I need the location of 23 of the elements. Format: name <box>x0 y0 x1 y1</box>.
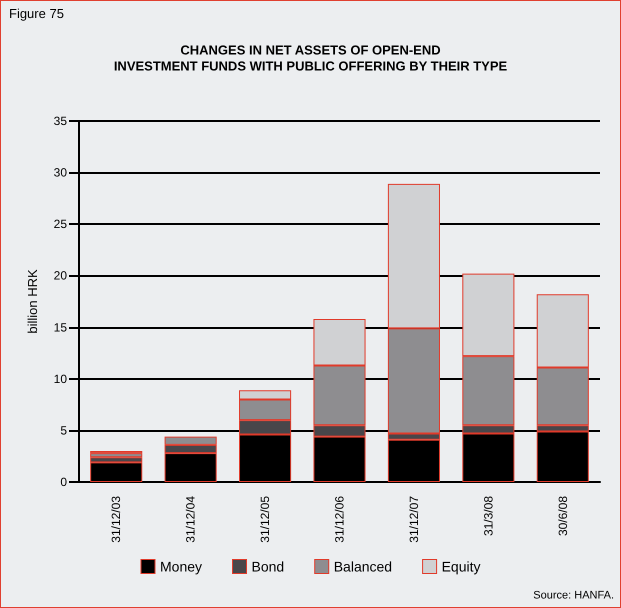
x-tick-label: 31/12/07 <box>406 496 421 543</box>
y-tick-label: 0 <box>60 475 68 489</box>
x-tick-label: 31/12/03 <box>109 496 124 543</box>
legend-label: Equity <box>442 558 481 574</box>
y-tick-label: 5 <box>60 423 68 438</box>
x-tick-label: 31/12/04 <box>184 496 198 543</box>
legend-label: Bond <box>252 558 284 574</box>
y-tick-label: 30 <box>54 166 68 180</box>
x-tick-label: 31/12/06 <box>332 496 346 543</box>
source-note: Source: HANFA. <box>533 590 614 602</box>
y-tick-label: 25 <box>54 217 68 232</box>
legend-label: Money <box>160 558 202 574</box>
y-tick-label: 20 <box>54 268 68 283</box>
x-tick-label: 31/12/05 <box>258 496 272 543</box>
y-tick-label: 10 <box>54 372 68 386</box>
x-tick-label: 31/3/08 <box>481 496 496 536</box>
y-tick-label: 35 <box>54 114 68 128</box>
y-tick-label: 15 <box>54 320 68 334</box>
chart-title: CHANGES IN NET ASSETS OF OPEN-END INVESTMENT FUNDS WITH PUBLIC OFFERING BY THEIR TYPE <box>114 42 508 74</box>
y-axis-title: billion HRK <box>25 269 40 334</box>
caption: Figure 75 <box>9 6 64 21</box>
legend-label: Balanced <box>334 558 392 574</box>
x-tick-label: 30/6/08 <box>556 496 570 536</box>
